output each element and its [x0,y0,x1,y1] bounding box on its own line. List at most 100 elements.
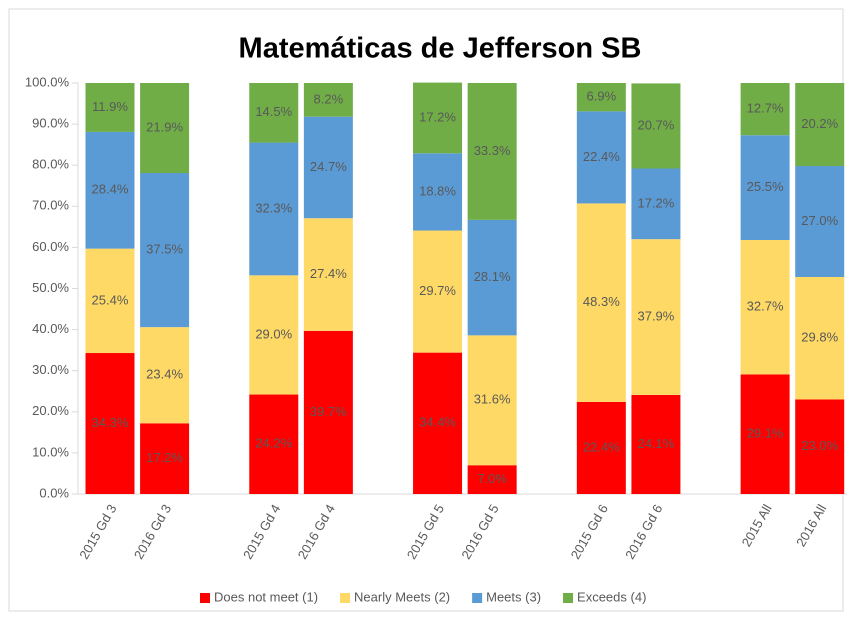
y-tick-label: 60.0% [32,239,69,254]
data-label: 23.4% [146,367,183,382]
bar-segment [467,465,517,494]
y-tick-label: 40.0% [32,321,69,336]
bar-segment [740,135,790,241]
y-tick-label: 10.0% [32,444,69,459]
bar-segment [140,83,190,174]
data-label: 31.6% [474,392,511,407]
data-label: 28.4% [92,182,129,197]
y-tick-label: 90.0% [32,116,69,131]
data-label: 25.4% [92,292,129,307]
legend-label: Exceeds (4) [577,589,646,604]
bar-segment [413,352,463,494]
bar-segment [740,240,790,375]
bar-segment [303,218,353,331]
data-label: 22.4% [583,149,620,164]
bar-segment [576,401,626,494]
data-label: 14.5% [255,104,292,119]
y-tick-label: 100.0% [25,74,70,89]
bar-segment [85,131,135,249]
data-label: 29.8% [801,330,838,345]
bar-segment [795,399,845,494]
data-label: 24.1% [637,436,674,451]
bar-segment [85,83,135,132]
bar-segment [795,276,845,400]
data-label: 34.4% [419,415,456,430]
data-label: 21.9% [146,119,183,134]
y-tick-label: 50.0% [32,280,69,295]
legend-swatch [200,593,210,603]
legend-label: Nearly Meets (2) [354,589,450,604]
data-label: 12.7% [747,101,784,116]
bar-segment [576,111,626,204]
bar-segment [140,423,190,494]
data-label: 48.3% [583,294,620,309]
data-label: 17.2% [419,109,456,124]
bar-segment [467,335,517,466]
bar-segment [576,83,626,112]
bar-segment [303,83,353,117]
bar-segment [740,374,790,494]
data-label: 8.2% [314,91,344,106]
bar-segment [576,203,626,402]
y-tick-label: 0.0% [39,485,69,500]
data-label: 37.5% [146,242,183,257]
bar-segment [303,116,353,219]
data-label: 27.4% [310,266,347,281]
data-label: 27.0% [801,213,838,228]
y-tick-label: 70.0% [32,198,69,213]
bar-segment [85,248,135,354]
bar-segment [249,394,299,494]
legend-swatch [563,593,574,603]
data-label: 28.1% [474,269,511,284]
data-label: 11.9% [92,99,128,114]
data-label: 24.2% [255,436,292,451]
data-label: 29.1% [747,426,784,441]
data-label: 29.7% [419,283,456,298]
data-label: 33.3% [474,143,511,158]
data-label: 25.5% [747,179,784,194]
y-tick-label: 80.0% [32,157,69,172]
data-label: 32.7% [747,299,784,314]
data-label: 6.9% [587,89,617,104]
legend-label: Does not meet (1) [214,589,318,604]
bar-segment [140,173,190,328]
legend-swatch [340,593,351,603]
data-label: 37.9% [637,309,674,324]
bar-segment [413,82,463,154]
bar-segment [85,353,135,494]
bar-segment [140,327,190,424]
bar-segment [631,168,681,240]
data-label: 32.3% [255,200,292,215]
bar-segment [467,219,517,336]
data-label: 23.0% [801,438,838,453]
data-label: 20.7% [637,117,674,132]
bar-segment [303,330,353,494]
data-label: 39.7% [310,404,347,419]
bar-segment [631,394,681,494]
bar-segment [631,239,681,395]
chart-title: Matemáticas de Jefferson SB [239,33,642,65]
data-label: 7.0% [477,471,507,486]
bar-segment [413,230,463,353]
data-label: 24.7% [310,159,347,174]
bar-segment [631,83,681,169]
data-label: 22.4% [583,439,620,454]
y-tick-label: 20.0% [32,403,69,418]
data-label: 17.2% [637,195,674,210]
bar-segment [740,83,790,136]
data-label: 34.3% [92,415,129,430]
legend-swatch [472,593,483,603]
y-tick-label: 30.0% [32,362,69,377]
bar-segment [795,166,845,277]
bar-segment [795,83,845,167]
bar-segment [249,142,299,276]
bar-segment [467,83,517,220]
legend-label: Meets (3) [486,589,541,604]
data-label: 17.2% [146,450,183,465]
data-label: 18.8% [419,183,456,198]
bar-segment [249,83,299,143]
data-label: 29.0% [255,326,292,341]
bar-segment [249,275,299,395]
bar-segment [413,153,463,231]
